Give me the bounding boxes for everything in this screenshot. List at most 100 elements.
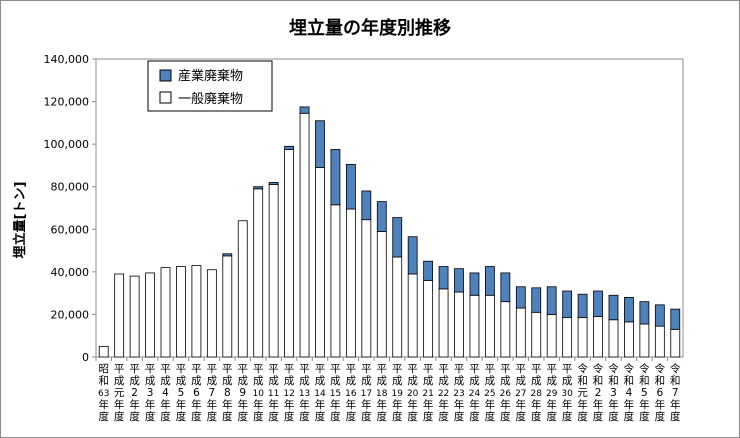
x-tick-label: 平成 22 年度 <box>438 363 449 423</box>
bar-general-waste <box>423 279 434 358</box>
bar-industrial-waste <box>330 149 341 206</box>
y-tick-label: 140,000 <box>44 53 90 66</box>
axes: 0 20,000 40,000 60,000 80,000 100,000 120,000 1… <box>44 53 684 364</box>
x-tick-label: 平成 29 年度 <box>546 363 558 423</box>
x-tick-label: 平成 9 年度 <box>238 363 249 423</box>
x-tick-label: 平成 7 年度 <box>207 363 218 423</box>
x-tick-label: 平成 13 年度 <box>299 363 310 423</box>
bar-general-waste <box>546 314 557 358</box>
x-tick-label: 平成 8 年度 <box>222 363 233 423</box>
x-tick-label: 平成 26 年度 <box>500 363 512 423</box>
x-tick-label: 平成元年度 <box>114 363 125 423</box>
bar-industrial-waste <box>485 266 495 296</box>
bar-general-waste <box>407 273 418 358</box>
bar-industrial-waste <box>562 290 573 319</box>
bar-industrial-waste <box>361 190 372 221</box>
bar-industrial-waste <box>624 296 634 323</box>
chart-title: 埋立量の年度別推移 <box>289 18 451 39</box>
x-tick-label: 平成 20 年度 <box>407 363 419 423</box>
y-tick-label: 20,000 <box>51 308 90 321</box>
bar-industrial-waste <box>222 253 233 257</box>
x-tick-label: 令和 2 年度 <box>593 362 604 423</box>
bar-general-waste <box>639 323 650 358</box>
bar-industrial-waste <box>500 272 511 303</box>
bar-general-waste <box>654 325 665 358</box>
bar-industrial-waste <box>577 293 588 319</box>
bar-general-waste <box>114 273 125 358</box>
x-tick-label: 平成 15 年度 <box>330 363 341 423</box>
x-tick-label: 平成 11 年度 <box>268 363 279 423</box>
legend-label-general: 一般廃棄物 <box>178 91 243 107</box>
x-tick-label: 平成 30 年度 <box>561 363 573 423</box>
bar-general-waste <box>624 321 634 358</box>
bar-industrial-waste <box>546 286 557 315</box>
x-tick-label: 令和 6 年度 <box>655 362 666 423</box>
bar-general-waste <box>562 317 573 358</box>
y-tick-label: 60,000 <box>51 223 90 236</box>
x-tick-label: 平成 28 年度 <box>531 363 543 423</box>
bar-general-waste <box>176 266 186 358</box>
x-tick-label: 平成 6 年度 <box>191 363 202 423</box>
x-tick-label: 令和元年度 <box>577 362 588 423</box>
bar-industrial-waste <box>531 287 542 313</box>
bar-industrial-waste <box>376 201 387 232</box>
bar-industrial-waste <box>654 304 665 327</box>
bar-industrial-waste <box>438 266 449 290</box>
x-tick-label: 令和 5 年度 <box>639 362 650 423</box>
x-tick-label: 平成 27 年度 <box>515 363 526 423</box>
x-tick-label: 平成 25 年度 <box>484 363 495 423</box>
y-tick-label: 120,000 <box>44 96 90 109</box>
bar-general-waste <box>315 167 325 358</box>
bar-general-waste <box>253 188 264 358</box>
bar-general-waste <box>237 220 248 358</box>
bar-general-waste <box>500 301 511 358</box>
bar-industrial-waste <box>593 290 603 317</box>
bar-general-waste <box>515 307 526 358</box>
x-tick-label: 平成 23 年度 <box>453 363 464 423</box>
bar-general-waste <box>577 317 588 358</box>
bar-industrial-waste <box>423 260 434 281</box>
bar-general-waste <box>145 272 155 358</box>
x-tick-label: 令和 3 年度 <box>608 362 619 423</box>
bar-general-waste <box>191 265 202 358</box>
bar-general-waste <box>531 311 542 358</box>
legend-swatch-industrial <box>159 69 172 82</box>
bar-general-waste <box>284 149 294 358</box>
bar-industrial-waste <box>299 106 310 114</box>
legend: 産業廃棄物 一般廃棄物 <box>147 60 273 112</box>
x-tick-label: 令和 7 年度 <box>670 362 681 423</box>
y-tick-label: 0 <box>82 351 89 364</box>
bar-industrial-waste <box>284 145 294 150</box>
bars <box>98 106 681 358</box>
bar-general-waste <box>98 345 109 358</box>
x-tick-label: 平成 14 年度 <box>314 363 326 423</box>
bar-general-waste <box>485 294 495 358</box>
x-tick-label: 令和 4 年度 <box>624 362 635 423</box>
bar-industrial-waste <box>253 186 264 190</box>
y-tick-label: 80,000 <box>51 181 90 194</box>
bar-general-waste <box>670 328 681 358</box>
bar-general-waste <box>593 316 603 358</box>
x-tick-label: 平成 21 年度 <box>422 363 433 423</box>
bar-industrial-waste <box>345 163 356 210</box>
bar-industrial-waste <box>469 272 480 296</box>
x-tick-label: 平成 2 年度 <box>129 363 140 423</box>
bar-general-waste <box>469 294 480 358</box>
x-tick-label: 平成 19 年度 <box>391 363 403 423</box>
bar-general-waste <box>268 184 279 358</box>
bar-general-waste <box>330 204 341 358</box>
bar-industrial-waste <box>454 268 464 293</box>
bar-general-waste <box>345 208 356 358</box>
x-tick-label: 平成 4 年度 <box>160 363 171 423</box>
x-tick-label: 平成 24 年度 <box>469 363 481 423</box>
bar-general-waste <box>454 291 464 358</box>
bar-general-waste <box>608 319 619 358</box>
bar-industrial-waste <box>639 301 650 325</box>
x-tick-label: 昭和 63 年度 <box>98 363 109 423</box>
x-tick-label: 平成 17 年度 <box>361 363 372 423</box>
bar-general-waste <box>222 255 233 358</box>
x-tick-label: 平成 18 年度 <box>376 363 388 423</box>
x-tick-label: 平成 5 年度 <box>176 363 187 423</box>
